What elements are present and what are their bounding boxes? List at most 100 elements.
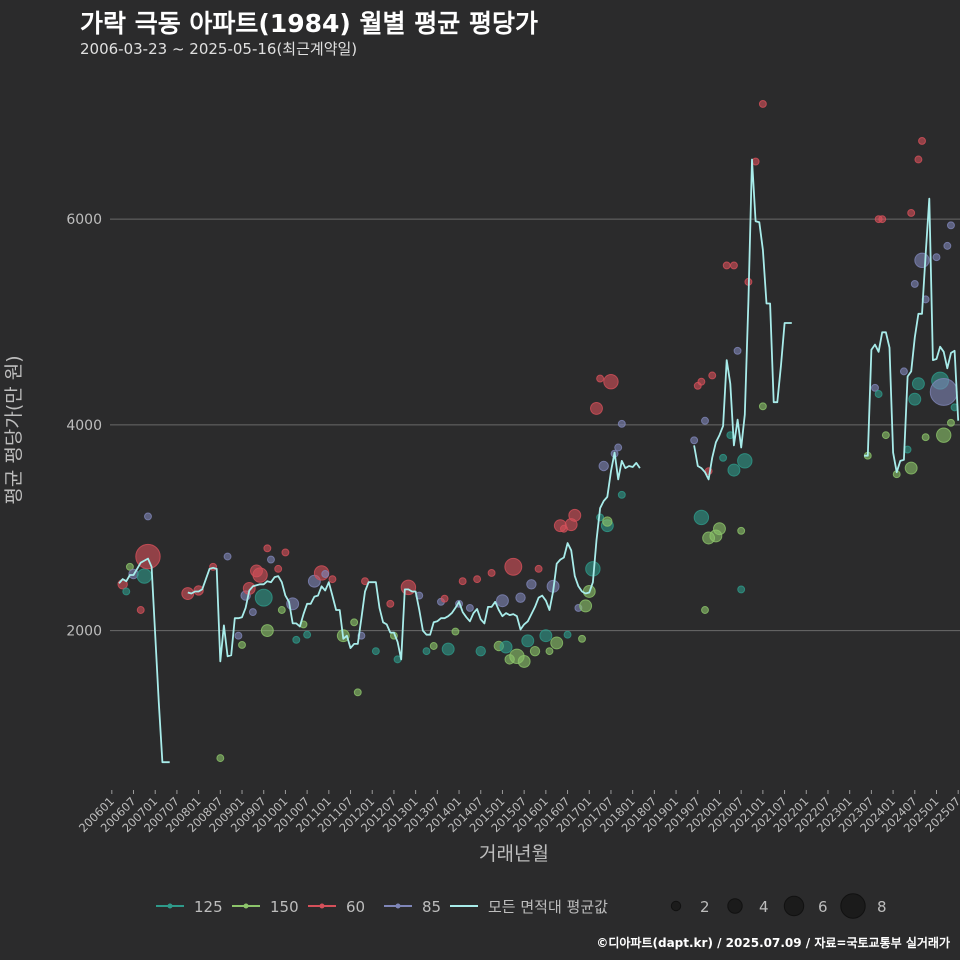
point-125-60 bbox=[499, 640, 513, 654]
point-150-65 bbox=[517, 654, 531, 668]
point-150-36 bbox=[350, 618, 359, 627]
avg-line-segment-0 bbox=[118, 557, 170, 764]
point-60-39 bbox=[361, 577, 369, 586]
point-150-144 bbox=[947, 418, 955, 427]
point-60-34 bbox=[328, 575, 337, 584]
y-tick-6000: 6000 bbox=[66, 212, 102, 228]
point-60-128 bbox=[907, 209, 916, 217]
point-85-95 bbox=[690, 436, 699, 445]
legend-dot-0 bbox=[167, 903, 173, 909]
legend-size-label-6: 6 bbox=[818, 898, 828, 916]
point-85-54 bbox=[465, 603, 474, 612]
chart-subtitle: 2006-03-23 ~ 2025-05-16(최근계약일) bbox=[80, 40, 358, 58]
point-150-14 bbox=[238, 641, 246, 649]
point-60-84 bbox=[590, 401, 603, 415]
point-150-37 bbox=[353, 688, 362, 697]
point-125-106 bbox=[719, 453, 728, 462]
point-150-2 bbox=[125, 562, 134, 571]
average-line bbox=[118, 158, 960, 764]
legend-dot-1 bbox=[243, 903, 249, 909]
point-60-107 bbox=[722, 261, 731, 270]
point-125-30 bbox=[303, 630, 312, 639]
point-85-142 bbox=[943, 241, 952, 250]
point-60-57 bbox=[487, 569, 496, 577]
point-125-28 bbox=[292, 635, 301, 644]
point-125-110 bbox=[727, 463, 741, 477]
legend-size-circle-2 bbox=[670, 900, 682, 912]
point-150-89 bbox=[602, 516, 613, 527]
point-85-33 bbox=[321, 570, 330, 578]
point-125-70 bbox=[539, 629, 553, 643]
point-60-55 bbox=[473, 575, 482, 584]
point-150-141 bbox=[936, 427, 952, 443]
point-85-93 bbox=[617, 419, 626, 428]
point-85-143 bbox=[947, 221, 955, 230]
point-125-1 bbox=[122, 587, 131, 596]
point-85-135 bbox=[914, 252, 930, 268]
point-60-44 bbox=[400, 579, 417, 596]
point-150-47 bbox=[429, 642, 438, 650]
point-125-132 bbox=[911, 377, 925, 391]
point-85-59 bbox=[495, 594, 509, 608]
legend: 125 150 60 85 모든 면적대 평균값 2 4 6 8 bbox=[156, 893, 887, 919]
legend-size-circle-8 bbox=[840, 893, 866, 919]
point-85-17 bbox=[248, 608, 257, 617]
point-150-137 bbox=[921, 433, 930, 442]
point-85-13 bbox=[234, 631, 243, 640]
point-125-114 bbox=[737, 453, 753, 469]
point-85-12 bbox=[223, 552, 232, 561]
point-60-134 bbox=[918, 137, 926, 145]
avg-line-segment-3 bbox=[864, 197, 960, 474]
chart-title: 가락 극동 아파트(1984) 월별 평균 평당가 bbox=[80, 9, 538, 38]
legend-label-0: 125 bbox=[194, 898, 223, 916]
point-60-41 bbox=[386, 599, 395, 608]
point-150-112 bbox=[737, 526, 746, 535]
avg-line-segment-2 bbox=[693, 158, 792, 481]
legend-size-label-2: 2 bbox=[700, 898, 710, 916]
point-150-124 bbox=[881, 431, 890, 440]
point-60-116 bbox=[751, 157, 760, 166]
point-125-100 bbox=[693, 509, 710, 526]
legend-label-4: 모든 면적대 평균값 bbox=[488, 898, 608, 916]
legend-size-circle-4 bbox=[727, 898, 743, 914]
point-85-120 bbox=[871, 383, 879, 392]
legend-size-circle-6 bbox=[783, 895, 805, 917]
point-125-40 bbox=[371, 647, 380, 656]
point-60-90 bbox=[603, 373, 619, 390]
point-85-126 bbox=[899, 367, 908, 376]
point-85-138 bbox=[932, 253, 941, 262]
point-85-7 bbox=[144, 512, 152, 521]
y-axis-label: 평균 평당가(만 원) bbox=[3, 355, 25, 504]
point-150-21 bbox=[260, 624, 274, 638]
point-60-69 bbox=[534, 564, 543, 573]
point-150-81 bbox=[579, 599, 593, 613]
point-150-51 bbox=[451, 627, 460, 636]
point-85-87 bbox=[598, 460, 609, 472]
legend-label-1: 150 bbox=[270, 898, 299, 916]
point-150-105 bbox=[713, 522, 726, 536]
point-125-56 bbox=[475, 645, 486, 657]
point-60-62 bbox=[504, 557, 523, 576]
point-85-98 bbox=[701, 416, 709, 425]
point-60-123 bbox=[878, 215, 887, 224]
gridlines bbox=[110, 218, 960, 632]
point-60-26 bbox=[281, 548, 290, 557]
legend-dot-2 bbox=[319, 903, 325, 909]
point-150-71 bbox=[545, 647, 554, 656]
legend-dot-3 bbox=[395, 903, 401, 909]
point-125-20 bbox=[254, 588, 273, 607]
legend-label-3: 85 bbox=[422, 898, 441, 916]
point-60-19 bbox=[252, 567, 268, 583]
point-125-131 bbox=[908, 392, 922, 406]
point-60-8 bbox=[181, 587, 195, 600]
point-85-67 bbox=[526, 579, 537, 590]
point-125-76 bbox=[563, 630, 572, 639]
point-85-111 bbox=[733, 346, 742, 355]
point-60-103 bbox=[708, 371, 717, 380]
point-150-129 bbox=[904, 461, 918, 475]
y-tick-labels: 2000 4000 6000 bbox=[66, 212, 102, 639]
point-150-118 bbox=[758, 402, 767, 411]
point-60-133 bbox=[914, 155, 923, 164]
point-150-80 bbox=[578, 634, 586, 643]
